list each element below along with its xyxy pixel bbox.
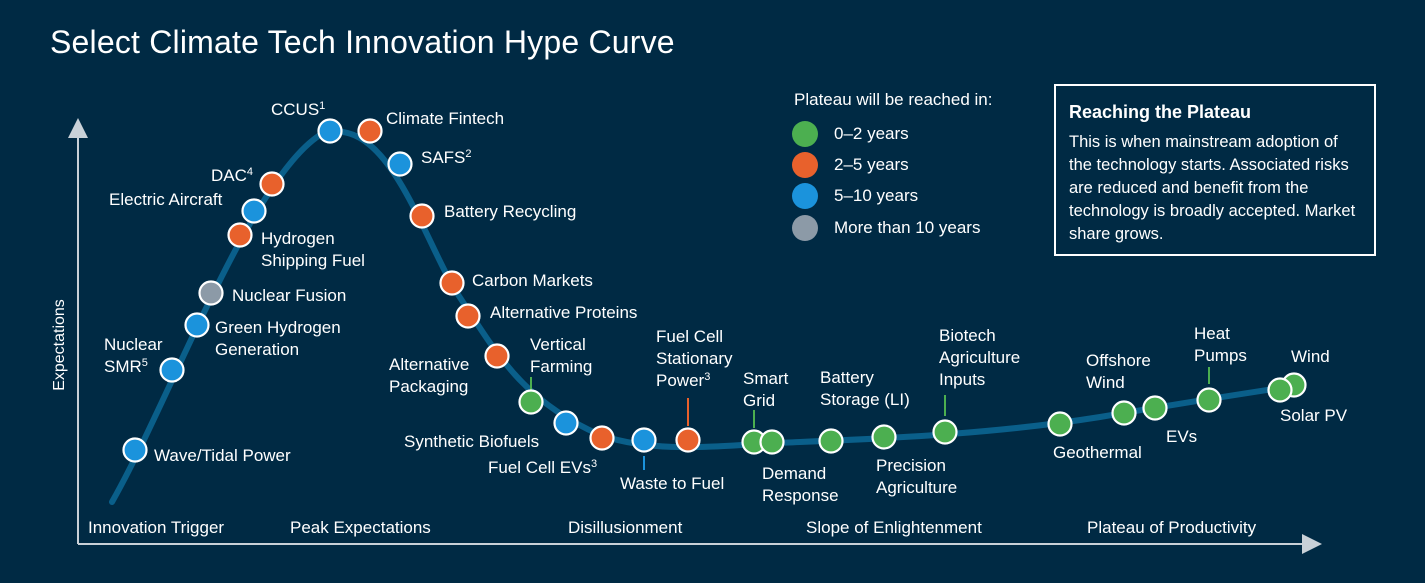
tech-dot-carbon-markets <box>439 270 465 296</box>
legend-item-more-than-10-years: More than 10 years <box>792 214 980 242</box>
tech-dot-battery-storage-li <box>818 428 844 454</box>
label-ccus: CCUS1 <box>271 100 326 119</box>
label-alternative-proteins: Alternative Proteins <box>490 303 638 322</box>
tech-dot-solar-pv <box>1267 377 1293 403</box>
label-demand-response: Demand Response <box>762 464 839 505</box>
tech-dot-climate-fintech <box>357 118 383 144</box>
label-safs: SAFS2 <box>421 148 472 167</box>
tech-dot-waste-to-fuel <box>631 427 657 453</box>
tech-dot-alternative-proteins <box>455 303 481 329</box>
y-axis-label: Expectations <box>51 299 68 391</box>
legend-swatch <box>792 183 818 209</box>
tech-dot-demand-response <box>759 429 785 455</box>
label-wave-tidal-power: Wave/Tidal Power <box>154 446 291 465</box>
label-climate-fintech: Climate Fintech <box>386 109 505 128</box>
tech-dot-evs <box>1142 395 1168 421</box>
page-title: Select Climate Tech Innovation Hype Curv… <box>50 24 675 60</box>
tech-dot-alternative-packaging <box>484 343 510 369</box>
legend-label: More than 10 years <box>834 218 981 237</box>
label-battery-storage-li: Battery Storage (LI) <box>820 368 910 409</box>
label-solar-pv: Solar PV <box>1280 406 1348 425</box>
tech-dot-precision-agriculture <box>871 424 897 450</box>
info-box-body: This is when mainstream adoption of the … <box>1069 133 1356 243</box>
tech-dot-nuclear-fusion <box>198 280 224 306</box>
label-synthetic-biofuels: Synthetic Biofuels <box>404 432 540 451</box>
label-fuel-cell-stationary-power: Fuel Cell Stationary Power3 <box>656 327 733 390</box>
tech-dot-wave-tidal-power <box>122 437 148 463</box>
legend-label: 2–5 years <box>834 155 909 174</box>
tech-dot-vertical-farming <box>518 389 544 415</box>
phase-disillusionment: Disillusionment <box>568 518 683 537</box>
tech-dot-offshore-wind <box>1111 400 1137 426</box>
legend-item-2-5-years: 2–5 years <box>792 151 909 179</box>
tech-dot-fuel-cell-stationary-power <box>675 427 701 453</box>
technology-dots <box>122 118 1307 463</box>
legend-item-5-10-years: 5–10 years <box>792 182 918 210</box>
label-waste-to-fuel: Waste to Fuel <box>620 474 725 493</box>
tech-dot-green-hydrogen-generation <box>184 312 210 338</box>
label-nuclear-smr: Nuclear SMR5 <box>104 335 163 376</box>
label-biotech-agriculture-inputs: Biotech Agriculture Inputs <box>939 326 1021 389</box>
tech-dot-electric-aircraft <box>241 198 267 224</box>
label-heat-pumps: Heat Pumps <box>1194 324 1247 365</box>
label-hydrogen-shipping-fuel: Hydrogen Shipping Fuel <box>261 229 365 270</box>
legend-item-0-2-years: 0–2 years <box>792 120 909 148</box>
label-evs: EVs <box>1166 427 1198 446</box>
tech-dot-dac <box>259 171 285 197</box>
label-battery-recycling: Battery Recycling <box>444 202 577 221</box>
legend-swatch <box>792 121 818 147</box>
phase-plateau-of-productivity: Plateau of Productivity <box>1087 518 1257 537</box>
label-smart-grid: Smart Grid <box>743 369 789 410</box>
tech-dot-synthetic-biofuels <box>553 410 579 436</box>
label-electric-aircraft: Electric Aircraft <box>109 190 223 209</box>
phase-slope-of-enlightenment: Slope of Enlightenment <box>806 518 982 537</box>
label-wind: Wind <box>1291 347 1330 366</box>
tech-dot-ccus <box>317 118 343 144</box>
label-green-hydrogen-generation: Green Hydrogen Generation <box>215 318 341 359</box>
label-fuel-cell-evs: Fuel Cell EVs3 <box>488 458 598 477</box>
legend-swatch <box>792 215 818 241</box>
legend-swatch <box>792 152 818 178</box>
tech-dot-battery-recycling <box>409 203 435 229</box>
tech-dot-heat-pumps <box>1196 387 1222 413</box>
legend-label: 0–2 years <box>834 124 909 143</box>
tech-dot-hydrogen-shipping-fuel <box>227 222 253 248</box>
label-dac: DAC4 <box>211 166 254 185</box>
phase-peak-expectations: Peak Expectations <box>290 518 431 537</box>
tech-dot-fuel-cell-evs <box>589 425 615 451</box>
label-nuclear-fusion: Nuclear Fusion <box>232 286 347 305</box>
label-alternative-packaging: Alternative Packaging <box>389 355 470 396</box>
legend-title: Plateau will be reached in: <box>794 90 993 109</box>
info-box-title: Reaching the Plateau <box>1069 102 1252 122</box>
legend-label: 5–10 years <box>834 186 919 205</box>
label-offshore-wind: Offshore Wind <box>1086 351 1151 392</box>
tech-dot-safs <box>387 151 413 177</box>
phase-innovation-trigger: Innovation Trigger <box>88 518 225 537</box>
tech-dot-biotech-agriculture-inputs <box>932 419 958 445</box>
label-vertical-farming: Vertical Farming <box>530 335 593 376</box>
label-precision-agriculture: Precision Agriculture <box>876 456 958 497</box>
label-carbon-markets: Carbon Markets <box>472 271 593 290</box>
label-geothermal: Geothermal <box>1053 443 1142 462</box>
tech-dot-geothermal <box>1047 411 1073 437</box>
plateau-info-box: Reaching the Plateau This is when mainst… <box>1054 84 1376 256</box>
leader-lines <box>530 367 1210 470</box>
tech-dot-nuclear-smr <box>159 357 185 383</box>
